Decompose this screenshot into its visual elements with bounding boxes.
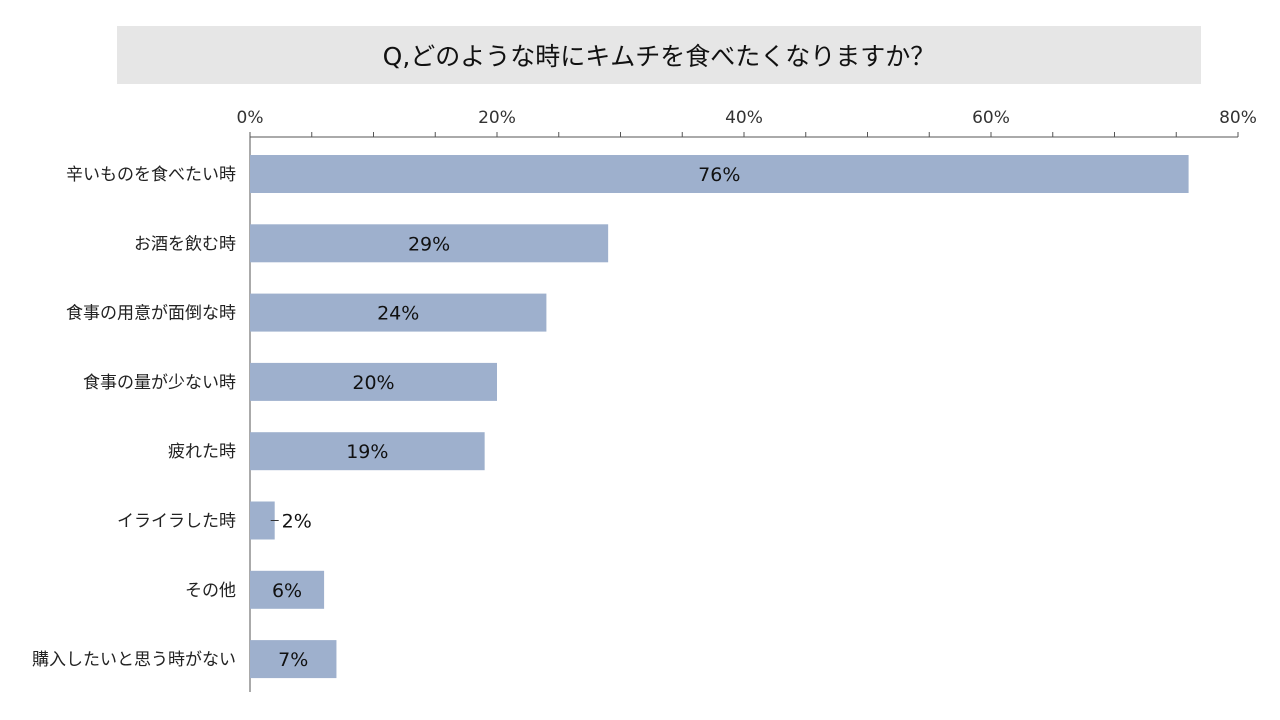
data-label: 2% <box>282 511 312 533</box>
bar <box>250 570 325 609</box>
data-label: 6% <box>272 580 302 602</box>
data-label: 24% <box>377 303 419 325</box>
category-label: その他 <box>185 581 236 601</box>
category-label: 食事の用意が面倒な時 <box>66 304 236 324</box>
data-label: 7% <box>278 649 308 671</box>
x-tick-label: 80% <box>1219 108 1257 128</box>
x-tick-label: 40% <box>725 108 763 128</box>
bar <box>250 293 547 332</box>
category-label: 辛いものを食べたい時 <box>66 165 236 185</box>
x-tick-label: 0% <box>237 108 264 128</box>
bar <box>250 362 497 401</box>
category-label: お酒を飲む時 <box>134 234 236 254</box>
x-tick-label: 20% <box>478 108 516 128</box>
bar <box>250 224 609 263</box>
data-label: 29% <box>408 233 450 255</box>
x-tick-label: 60% <box>972 108 1010 128</box>
bar <box>250 501 275 540</box>
category-label: 購入したいと思う時がない <box>32 650 236 670</box>
bar <box>250 640 337 679</box>
category-label: 食事の量が少ない時 <box>83 373 236 393</box>
category-label: 疲れた時 <box>168 442 236 462</box>
data-label: 19% <box>346 441 388 463</box>
bar <box>250 155 1189 193</box>
bar <box>250 432 485 471</box>
data-label: 76% <box>698 164 740 186</box>
data-label: 20% <box>352 372 394 394</box>
chart-title: Q,どのような時にキムチを食べたくなりますか？ <box>117 26 1201 84</box>
category-label: イライラした時 <box>117 512 236 532</box>
